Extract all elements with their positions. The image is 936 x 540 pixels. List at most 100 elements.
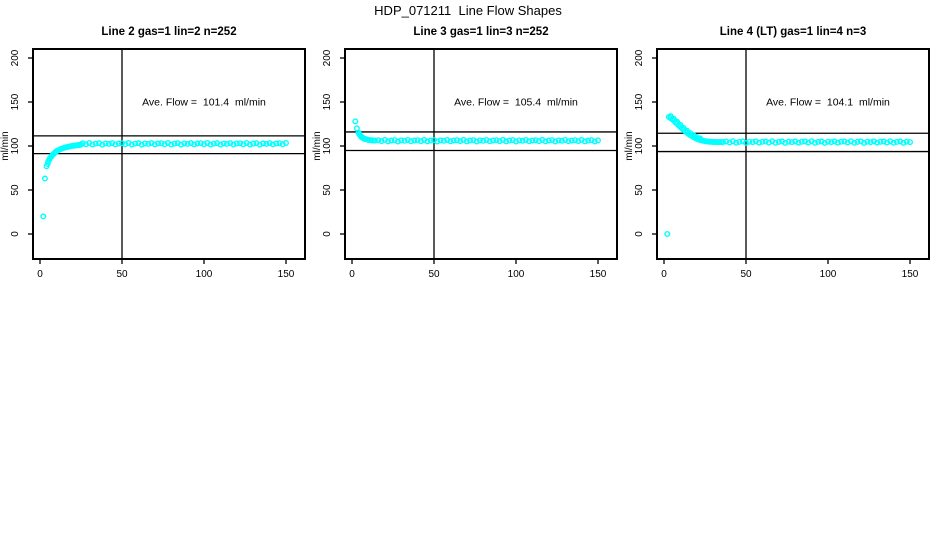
flow-data-point (473, 138, 480, 145)
flow-data-point (756, 139, 763, 146)
flow-data-point (762, 138, 769, 145)
flow-data-point (512, 138, 519, 145)
y-tick-label: 150 (10, 93, 21, 110)
flow-data-point (148, 140, 155, 147)
flow-data-point (736, 138, 743, 145)
flow-data-point (870, 138, 877, 145)
flow-data-point (82, 141, 89, 148)
flow-data-point (884, 139, 891, 146)
y-tick-label: 0 (322, 231, 333, 237)
y-tick-label: 200 (634, 49, 645, 66)
y-tick-label: 100 (322, 137, 333, 154)
flow-data-point (854, 138, 861, 145)
flow-data-point (457, 138, 464, 145)
flow-data-point (581, 138, 588, 145)
flow-data-point (815, 138, 822, 145)
flow-data-point (516, 137, 523, 144)
flow-data-point (900, 139, 907, 146)
panel-line-4: Line 4 (LT) gas=1 lin=4 n=3 0 50 100 150 0 50… (624, 24, 936, 296)
flow-data-point (378, 138, 385, 145)
flow-data-point (440, 137, 447, 144)
flow-data-point (266, 140, 273, 147)
flow-data-point (246, 141, 253, 148)
flow-data-point (782, 139, 789, 146)
y-axis-label: ml/min (312, 131, 323, 160)
flow-data-point (877, 138, 884, 145)
y-tick-label: 150 (322, 93, 333, 110)
plot-panels-row: Line 2 gas=1 lin=2 n=252 0 50 100 150 0 50 100… (0, 24, 936, 296)
flow-data-point (155, 140, 162, 147)
flow-data-point (394, 138, 401, 145)
flow-data-point (269, 141, 276, 148)
flow-data-point (562, 137, 569, 144)
y-tick-label: 50 (10, 184, 21, 196)
flow-data-point (844, 139, 851, 146)
x-tick-label: 100 (196, 269, 213, 280)
flow-data-point (805, 139, 812, 146)
flow-data-point (545, 137, 552, 144)
flow-data-point (398, 137, 405, 144)
flow-data-point (220, 140, 227, 147)
flow-data-point (595, 137, 602, 144)
flow-data-point (388, 137, 395, 144)
flow-data-point (522, 137, 529, 144)
flow-data-point (194, 140, 201, 147)
flow-data-point (775, 138, 782, 145)
flow-data-point (890, 139, 897, 146)
flow-data-point (785, 138, 792, 145)
flow-data-point (742, 139, 749, 146)
y-axis-label: ml/min (624, 131, 635, 160)
flow-data-point (572, 137, 579, 144)
x-tick-label: 150 (902, 269, 919, 280)
y-tick-label: 100 (10, 137, 21, 154)
x-tick-label: 0 (349, 269, 355, 280)
flow-data-point (558, 137, 565, 144)
flow-data-point (40, 213, 47, 220)
flow-data-point (283, 140, 290, 147)
flow-data-point (802, 138, 809, 145)
flow-data-point (552, 138, 559, 145)
panel-line-2-title: Line 2 gas=1 lin=2 n=252 (101, 26, 237, 38)
y-axis-label: ml/min (0, 131, 11, 160)
flow-data-point (467, 137, 474, 144)
flow-data-point (864, 138, 871, 145)
flow-data-point (404, 137, 411, 144)
y-tick-label: 150 (634, 93, 645, 110)
flow-data-point (529, 137, 536, 144)
flow-data-point (726, 139, 733, 146)
flow-data-point (260, 140, 267, 147)
flow-data-point (279, 141, 286, 148)
flow-data-point (821, 139, 828, 146)
flow-data-point (276, 140, 283, 147)
flow-data-point (263, 140, 270, 147)
flow-data-point (102, 140, 109, 147)
flow-data-point (591, 138, 598, 145)
flow-data-point (811, 139, 818, 146)
plot-frame (656, 48, 930, 260)
flow-data-point (223, 140, 230, 147)
flow-data-point (496, 138, 503, 145)
flow-data-point (867, 139, 874, 146)
flow-data-point (861, 139, 868, 146)
flow-data-point (880, 138, 887, 145)
flow-data-point (490, 137, 497, 144)
flow-data-point (434, 138, 441, 145)
flow-data-point (371, 137, 378, 144)
flow-data-point (161, 141, 168, 148)
flow-data-point (493, 137, 500, 144)
flow-data-point (138, 141, 145, 148)
flow-data-point (79, 140, 86, 147)
x-tick-label: 0 (661, 269, 667, 280)
line-3-flow-plot: 0 50 100 150 0 50 100 150 200 ml/min Ave. Flow = 1… (312, 48, 618, 280)
flow-data-point (168, 141, 175, 148)
flow-data-point (210, 140, 217, 147)
flow-data-point (408, 138, 415, 145)
flow-data-point (145, 140, 152, 147)
flow-data-point (217, 141, 224, 148)
ave-flow-annotation: Ave. Flow = 104.1 ml/min (766, 97, 890, 109)
panel-line-4-title: Line 4 (LT) gas=1 lin=4 n=3 (719, 26, 867, 38)
flow-data-point (230, 141, 237, 148)
flow-data-point (427, 137, 434, 144)
flow-data-point (385, 138, 392, 145)
flow-data-point (664, 230, 671, 237)
